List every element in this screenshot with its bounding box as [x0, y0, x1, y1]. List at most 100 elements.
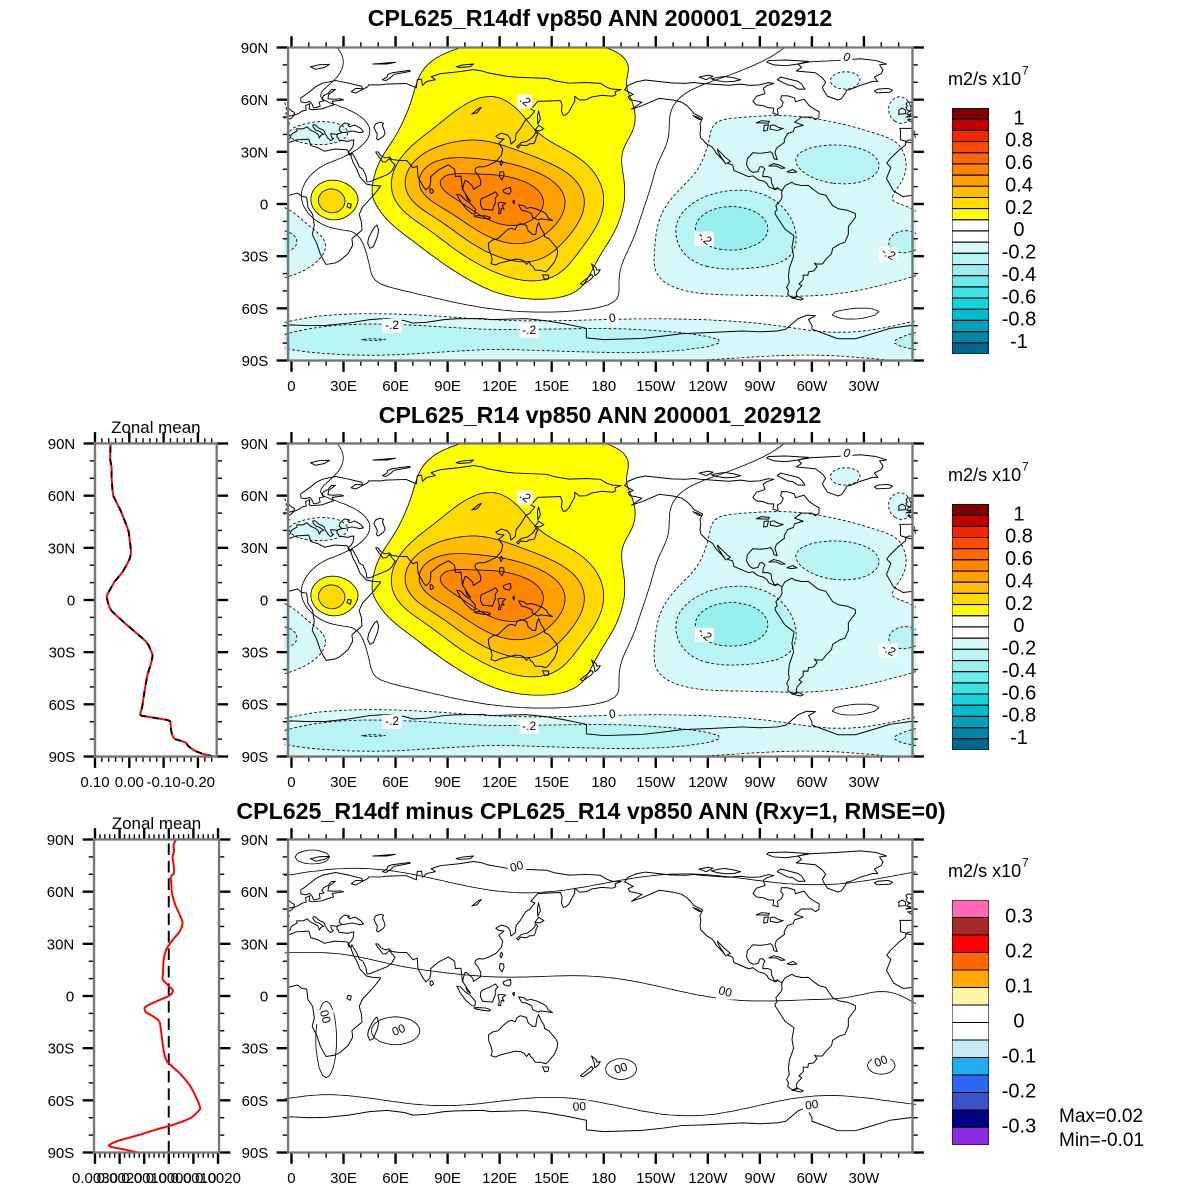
svg-text:90N: 90N	[241, 40, 269, 57]
svg-text:Min=-0.01: Min=-0.01	[1059, 1130, 1144, 1151]
svg-text:90S: 90S	[48, 1145, 75, 1162]
svg-text:120W: 120W	[688, 378, 728, 395]
svg-text:-1: -1	[1010, 331, 1028, 353]
svg-text:0: 0	[1013, 1011, 1024, 1033]
svg-text:0.2: 0.2	[1005, 593, 1033, 615]
svg-text:30S: 30S	[242, 1041, 269, 1058]
svg-text:CPL625_R14df minus CPL625_R14: CPL625_R14df minus CPL625_R14 vp850 ANN …	[236, 798, 945, 824]
svg-text:00: 00	[717, 983, 734, 1000]
svg-text:1: 1	[1013, 503, 1024, 525]
svg-text:-0.20: -0.20	[181, 774, 215, 791]
svg-text:00: 00	[508, 858, 525, 875]
svg-text:30S: 30S	[242, 249, 269, 266]
svg-text:-0.4: -0.4	[1002, 660, 1036, 682]
svg-text:30W: 30W	[849, 1170, 881, 1187]
svg-text:60N: 60N	[48, 488, 76, 505]
svg-text:0.3: 0.3	[1005, 906, 1033, 928]
svg-text:30N: 30N	[48, 540, 76, 557]
svg-text:180: 180	[591, 378, 616, 395]
svg-text:-0.2: -0.2	[1002, 638, 1036, 660]
svg-text:60E: 60E	[382, 378, 409, 395]
svg-text:0.6: 0.6	[1005, 548, 1033, 570]
svg-text:-0.4: -0.4	[1002, 264, 1036, 286]
svg-text:-.2: -.2	[522, 323, 536, 337]
svg-text:0.4: 0.4	[1005, 174, 1033, 196]
svg-text:90E: 90E	[434, 378, 461, 395]
svg-text:m2/s x10: m2/s x10	[948, 69, 1021, 89]
svg-text:150E: 150E	[534, 378, 569, 395]
svg-text:60E: 60E	[382, 1170, 409, 1187]
svg-text:00: 00	[317, 1008, 334, 1025]
svg-text:CPL625_R14df vp850 ANN 200001_: CPL625_R14df vp850 ANN 200001_202912	[368, 5, 832, 31]
svg-text:90S: 90S	[49, 749, 76, 766]
svg-text:60N: 60N	[241, 92, 269, 109]
svg-text:0.0010: 0.0010	[121, 1170, 167, 1187]
svg-text:7: 7	[1022, 460, 1029, 474]
svg-text:90W: 90W	[744, 378, 776, 395]
svg-text:90N: 90N	[47, 832, 75, 849]
svg-text:-0.10: -0.10	[147, 774, 181, 791]
svg-text:0.0020: 0.0020	[195, 1170, 241, 1187]
svg-text:m2/s x10: m2/s x10	[948, 861, 1021, 881]
svg-text:0: 0	[67, 592, 75, 609]
svg-text:0.0030: 0.0030	[72, 1170, 118, 1187]
svg-text:Zonal mean: Zonal mean	[111, 418, 200, 437]
svg-text:180: 180	[591, 1170, 616, 1187]
svg-text:0: 0	[287, 378, 295, 395]
svg-text:120W: 120W	[688, 1170, 728, 1187]
svg-text:00: 00	[572, 1099, 587, 1114]
svg-text:0: 0	[260, 988, 268, 1005]
svg-text:0.6: 0.6	[1005, 152, 1033, 174]
svg-text:00: 00	[804, 1097, 819, 1113]
svg-text:30S: 30S	[48, 1041, 75, 1058]
svg-text:0: 0	[1013, 219, 1024, 241]
svg-text:30S: 30S	[49, 645, 76, 662]
svg-text:m2/s x10: m2/s x10	[948, 465, 1021, 485]
svg-text:-.2: -.2	[385, 318, 399, 332]
svg-text:60S: 60S	[48, 1093, 75, 1110]
svg-text:-0.3: -0.3	[1002, 1116, 1036, 1138]
svg-text:30N: 30N	[241, 936, 269, 953]
svg-text:Max=0.02: Max=0.02	[1059, 1106, 1143, 1127]
svg-text:1: 1	[1013, 107, 1024, 129]
svg-text:60N: 60N	[47, 884, 75, 901]
svg-text:-0.6: -0.6	[1002, 682, 1036, 704]
svg-text:30W: 30W	[849, 378, 881, 395]
svg-text:30E: 30E	[330, 378, 357, 395]
svg-text:150W: 150W	[636, 1170, 676, 1187]
svg-text:90N: 90N	[48, 436, 76, 453]
svg-text:120E: 120E	[482, 1170, 517, 1187]
svg-text:60S: 60S	[49, 697, 76, 714]
svg-text:-1: -1	[1010, 727, 1028, 749]
svg-text:0.8: 0.8	[1005, 130, 1033, 152]
svg-text:0.10: 0.10	[80, 774, 109, 791]
svg-text:-0.2: -0.2	[1002, 1081, 1036, 1103]
svg-text:CPL625_R14 vp850 ANN 200001_20: CPL625_R14 vp850 ANN 200001_202912	[379, 402, 822, 428]
svg-text:30E: 30E	[330, 1170, 357, 1187]
svg-text:0.0020: 0.0020	[97, 1170, 143, 1187]
svg-text:0: 0	[608, 310, 617, 325]
svg-text:Zonal mean: Zonal mean	[112, 814, 201, 833]
svg-text:60S: 60S	[242, 1093, 269, 1110]
svg-text:-.2: -.2	[879, 244, 898, 263]
svg-text:0.00: 0.00	[115, 774, 144, 791]
svg-text:60N: 60N	[241, 884, 269, 901]
svg-text:-0.1: -0.1	[1002, 1046, 1036, 1068]
svg-text:0.2: 0.2	[1005, 941, 1033, 963]
svg-text:00: 00	[872, 1052, 890, 1070]
svg-text:-0.8: -0.8	[1002, 309, 1036, 331]
svg-text:90W: 90W	[744, 1170, 776, 1187]
svg-text:0.0000: 0.0000	[146, 1170, 192, 1187]
svg-text:00: 00	[390, 1021, 408, 1039]
svg-text:0.8: 0.8	[1005, 526, 1033, 548]
svg-text:60S: 60S	[242, 301, 269, 318]
svg-text:00: 00	[612, 1059, 629, 1077]
svg-text:30N: 30N	[241, 144, 269, 161]
svg-text:0: 0	[287, 1170, 295, 1187]
svg-text:0.2: 0.2	[1005, 197, 1033, 219]
svg-text:0.1: 0.1	[1005, 976, 1033, 998]
svg-text:60W: 60W	[796, 1170, 828, 1187]
svg-text:90S: 90S	[242, 353, 269, 370]
svg-text:0: 0	[1013, 615, 1024, 637]
svg-text:-0.6: -0.6	[1002, 286, 1036, 308]
